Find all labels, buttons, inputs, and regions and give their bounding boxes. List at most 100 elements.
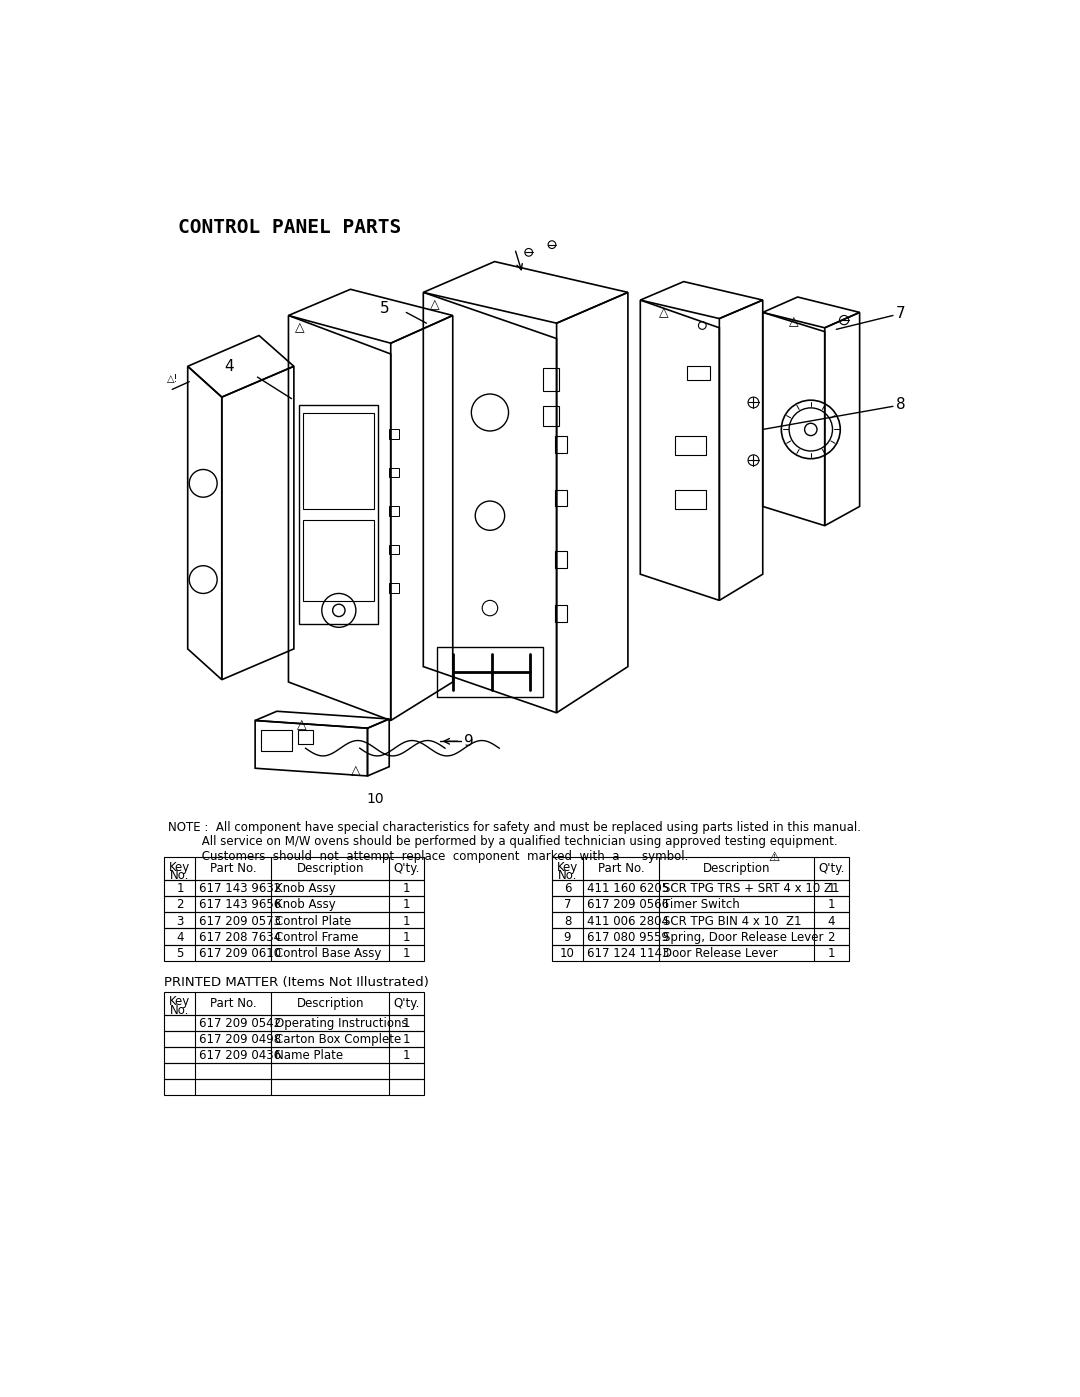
Text: Description: Description [703, 862, 770, 875]
Text: 4: 4 [176, 930, 184, 944]
Bar [261, 729, 293, 752]
Text: 3: 3 [176, 915, 184, 928]
Bar [555, 489, 567, 507]
Bar [437, 647, 542, 697]
Text: NOTE :  All component have special characteristics for safety and must be replac: NOTE : All component have special charac… [167, 820, 861, 834]
Text: 1: 1 [403, 1049, 410, 1062]
Bar [164, 929, 424, 944]
Text: Control Plate: Control Plate [275, 915, 351, 928]
Text: 1: 1 [403, 898, 410, 911]
Bar [555, 550, 567, 569]
Text: 8: 8 [896, 397, 906, 412]
Text: Description: Description [297, 996, 364, 1010]
Bar [303, 520, 375, 601]
Text: 617 208 7634: 617 208 7634 [200, 930, 282, 944]
Bar [552, 895, 849, 912]
Bar [164, 880, 424, 895]
Text: 10: 10 [366, 792, 384, 806]
Bar [164, 856, 424, 880]
Bar [389, 468, 399, 478]
Text: 4: 4 [827, 915, 835, 928]
Bar [299, 405, 378, 624]
Bar [164, 944, 424, 961]
Bar [164, 1063, 424, 1080]
Text: Timer Switch: Timer Switch [663, 898, 740, 911]
Text: △: △ [430, 298, 440, 312]
Text: SCR TPG BIN 4 x 10  Z1: SCR TPG BIN 4 x 10 Z1 [663, 915, 801, 928]
Bar [164, 992, 424, 1014]
Text: 1: 1 [176, 883, 184, 895]
Bar [164, 1014, 424, 1031]
Text: 617 209 0573: 617 209 0573 [200, 915, 281, 928]
Text: 4: 4 [225, 359, 234, 374]
Text: 411 006 2804: 411 006 2804 [586, 915, 669, 928]
Text: 617 080 9559: 617 080 9559 [586, 930, 669, 944]
Bar [552, 929, 849, 944]
Text: Name Plate: Name Plate [275, 1049, 343, 1062]
Text: 7: 7 [896, 306, 906, 321]
Text: 1: 1 [403, 1034, 410, 1046]
Bar [298, 729, 313, 743]
Text: Door Release Lever: Door Release Lever [663, 947, 778, 960]
Text: 617 209 0610: 617 209 0610 [200, 947, 282, 960]
Bar [164, 1046, 424, 1063]
Bar [389, 429, 399, 439]
Text: 617 209 0542: 617 209 0542 [200, 1017, 282, 1030]
Text: 1: 1 [403, 930, 410, 944]
Bar [164, 895, 424, 912]
Text: 617 209 0566: 617 209 0566 [586, 898, 669, 911]
Text: No.: No. [557, 869, 577, 882]
Text: 7: 7 [564, 898, 571, 911]
Text: Part No.: Part No. [211, 996, 257, 1010]
Text: 1: 1 [403, 915, 410, 928]
Bar [552, 880, 849, 895]
Text: No.: No. [171, 1004, 190, 1017]
Text: 617 124 1143: 617 124 1143 [586, 947, 670, 960]
Bar [675, 489, 706, 509]
Text: 10: 10 [561, 947, 575, 960]
Text: Q'ty.: Q'ty. [819, 862, 845, 875]
Bar [164, 1031, 424, 1046]
Text: △: △ [297, 718, 307, 731]
Bar [552, 912, 849, 929]
Text: Knob Assy: Knob Assy [275, 883, 336, 895]
Bar [543, 407, 559, 426]
Text: 1: 1 [827, 883, 835, 895]
Bar [552, 944, 849, 961]
Bar [303, 412, 375, 509]
Text: 1: 1 [403, 947, 410, 960]
Bar [552, 856, 849, 880]
Text: 5: 5 [380, 300, 390, 316]
Text: △: △ [788, 316, 798, 328]
Text: Carton Box Complete: Carton Box Complete [275, 1034, 402, 1046]
Text: 617 209 0436: 617 209 0436 [200, 1049, 282, 1062]
Text: Q'ty.: Q'ty. [393, 862, 420, 875]
Bar [389, 584, 399, 592]
Text: Operating Instructions: Operating Instructions [275, 1017, 408, 1030]
Text: Control Base Assy: Control Base Assy [275, 947, 381, 960]
Bar [389, 545, 399, 555]
Text: All service on M/W ovens should be performed by a qualified technician using app: All service on M/W ovens should be perfo… [167, 835, 837, 848]
Text: 9: 9 [564, 930, 571, 944]
Text: Description: Description [297, 862, 364, 875]
Text: △: △ [351, 764, 361, 777]
Text: PRINTED MATTER (Items Not Illustrated): PRINTED MATTER (Items Not Illustrated) [164, 977, 430, 989]
Bar [389, 507, 399, 515]
Text: 6: 6 [564, 883, 571, 895]
Text: 5: 5 [176, 947, 184, 960]
Bar [164, 912, 424, 929]
Bar [687, 366, 710, 380]
Text: Part No.: Part No. [211, 862, 257, 875]
Bar [164, 1080, 424, 1095]
Text: 1: 1 [827, 898, 835, 911]
Text: Q'ty.: Q'ty. [393, 996, 420, 1010]
Bar [675, 436, 706, 455]
Text: ⚠: ⚠ [768, 851, 780, 865]
Text: Control Frame: Control Frame [275, 930, 359, 944]
Text: 9: 9 [464, 733, 474, 749]
Text: Key: Key [170, 996, 190, 1009]
Text: 1: 1 [403, 883, 410, 895]
Text: Key: Key [170, 861, 190, 873]
Text: 617 143 9656: 617 143 9656 [200, 898, 282, 911]
Text: 617 143 9632: 617 143 9632 [200, 883, 282, 895]
